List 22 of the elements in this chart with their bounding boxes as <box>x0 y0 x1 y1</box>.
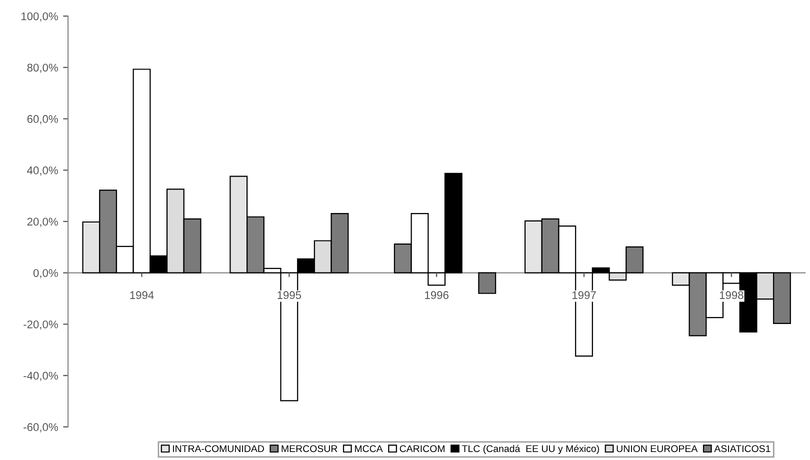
y-tick-label: -40,0% <box>24 372 58 381</box>
legend-label: TLC (Canadá EE UU y México) <box>462 444 599 454</box>
y-tick-label: 40,0% <box>27 166 58 176</box>
legend-label: UNION EUROPEA <box>616 445 698 452</box>
y-tick-label: -20,0% <box>24 320 58 330</box>
x-tick-label: 1994 <box>130 291 154 300</box>
bar <box>478 272 496 294</box>
y-tick-label: -60,0% <box>24 423 58 432</box>
legend-label: CARICOM <box>400 445 444 452</box>
y-tick-label: 100,0% <box>21 12 58 22</box>
x-tick-label: 1996 <box>425 291 448 300</box>
legend-label: MCCA <box>355 445 383 452</box>
legend-label: ASIATICOS1 <box>714 445 770 452</box>
y-tick-label: 80,0% <box>27 64 58 73</box>
x-tick-label: 1998 <box>720 291 744 300</box>
y-tick-label: 60,0% <box>27 115 58 124</box>
legend-label: INTRA-COMUNIDAD <box>172 445 264 452</box>
y-tick-label: 20,0% <box>27 218 58 227</box>
x-tick-label: 1995 <box>278 291 302 300</box>
x-tick-label: 1997 <box>572 291 596 300</box>
legend-label: MERCOSUR <box>282 445 338 452</box>
y-tick-label: 0,0% <box>33 269 58 278</box>
